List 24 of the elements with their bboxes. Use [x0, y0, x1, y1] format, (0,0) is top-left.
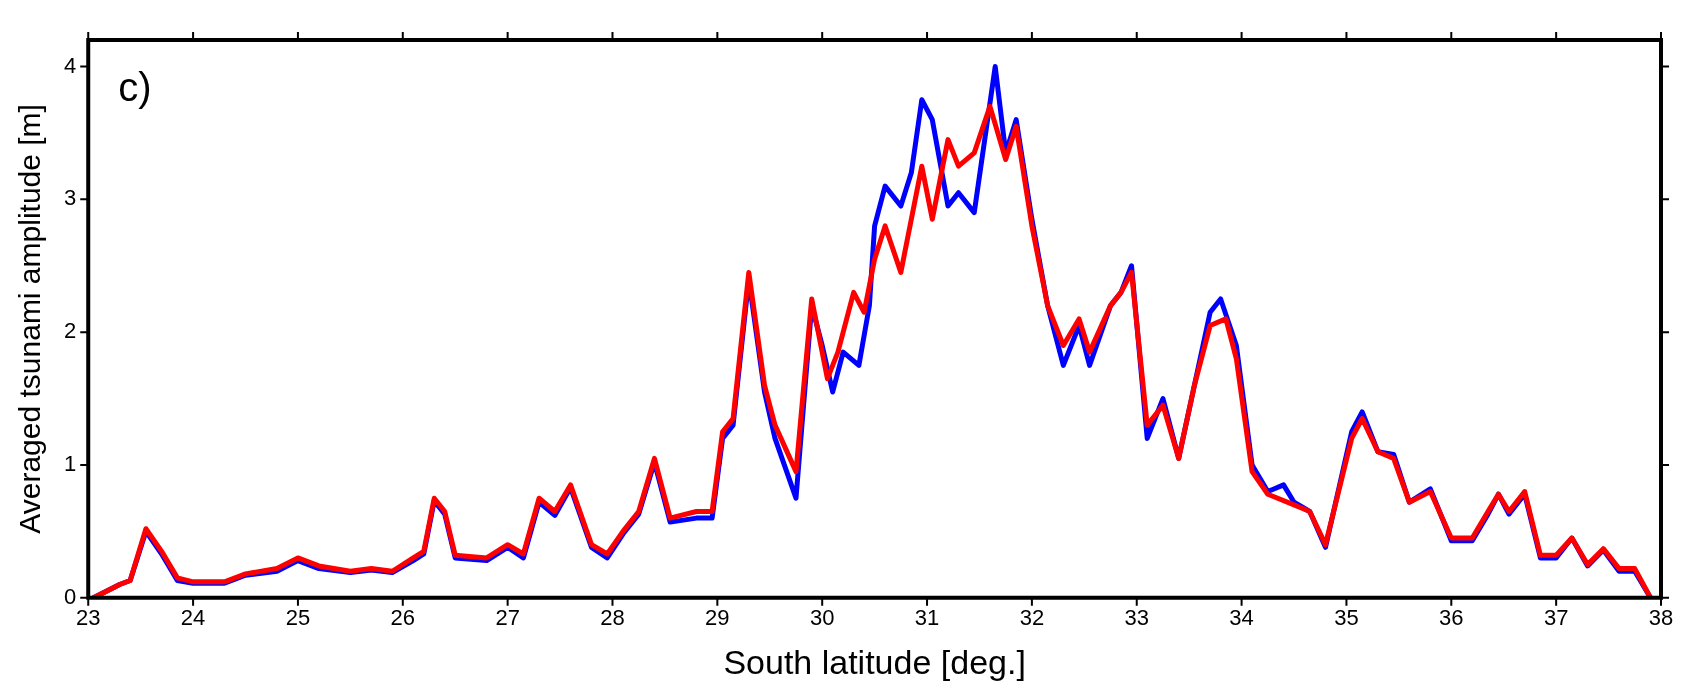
- x-tick-label: 28: [600, 605, 625, 631]
- x-tick-label: 24: [180, 605, 206, 631]
- x-tick-label: 30: [809, 605, 835, 631]
- x-tick-label: 32: [1019, 605, 1045, 631]
- x-tick-label: 27: [495, 605, 520, 631]
- y-tick-label: 0: [63, 583, 77, 609]
- x-axis-title: South latitude [deg.]: [723, 642, 1026, 681]
- x-tick-label: 36: [1439, 605, 1464, 631]
- x-tick-label: 38: [1648, 605, 1674, 631]
- x-tick-label: 26: [390, 605, 416, 631]
- x-tick-label: 37: [1543, 605, 1569, 631]
- x-tick-label: 31: [914, 605, 940, 631]
- x-tick-label: 34: [1229, 605, 1254, 631]
- annotation: c): [118, 65, 152, 110]
- y-tick-label: 4: [63, 52, 77, 78]
- y-axis-title: Averaged tsunami amplitude [m]: [13, 104, 47, 534]
- x-tick-label: 23: [75, 605, 101, 631]
- x-tick-label: 35: [1334, 605, 1359, 631]
- y-tick-label: 3: [63, 185, 77, 211]
- y-tick-label: 2: [63, 318, 77, 344]
- x-tick-label: 29: [705, 605, 730, 631]
- y-tick-label: 1: [63, 451, 77, 477]
- x-tick-label: 33: [1124, 605, 1149, 631]
- x-tick-label: 25: [285, 605, 311, 631]
